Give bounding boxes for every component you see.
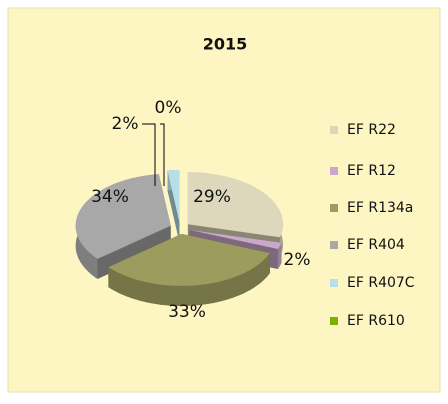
slice bbox=[75, 174, 171, 259]
legend-swatch bbox=[330, 241, 338, 249]
legend-swatch bbox=[330, 204, 338, 212]
slice-side bbox=[277, 242, 282, 269]
legend-label: EF R610 bbox=[347, 313, 405, 329]
legend-label: EF R404 bbox=[347, 237, 405, 253]
legend-label: EF R12 bbox=[347, 163, 396, 179]
slice bbox=[108, 233, 270, 286]
legend-swatch bbox=[330, 126, 338, 134]
leader-line bbox=[160, 123, 165, 186]
data-label: 0% bbox=[155, 98, 182, 118]
legend-label: EF R134a bbox=[347, 200, 413, 216]
slice bbox=[189, 229, 282, 249]
data-label: 33% bbox=[168, 302, 206, 322]
legend-swatch bbox=[330, 167, 338, 175]
data-label: 2% bbox=[112, 114, 139, 134]
legend-label: EF R407C bbox=[347, 275, 415, 291]
legend-swatch bbox=[330, 317, 338, 325]
data-label: 29% bbox=[193, 187, 231, 207]
slice-side bbox=[108, 253, 270, 306]
leader-line bbox=[142, 123, 156, 186]
data-label: 2% bbox=[284, 250, 311, 270]
data-label: 34% bbox=[91, 187, 129, 207]
chart-title: 2015 bbox=[203, 35, 248, 54]
legend-swatch bbox=[330, 279, 338, 287]
slice bbox=[167, 170, 180, 222]
slice bbox=[187, 172, 283, 238]
legend-label: EF R22 bbox=[347, 122, 396, 138]
